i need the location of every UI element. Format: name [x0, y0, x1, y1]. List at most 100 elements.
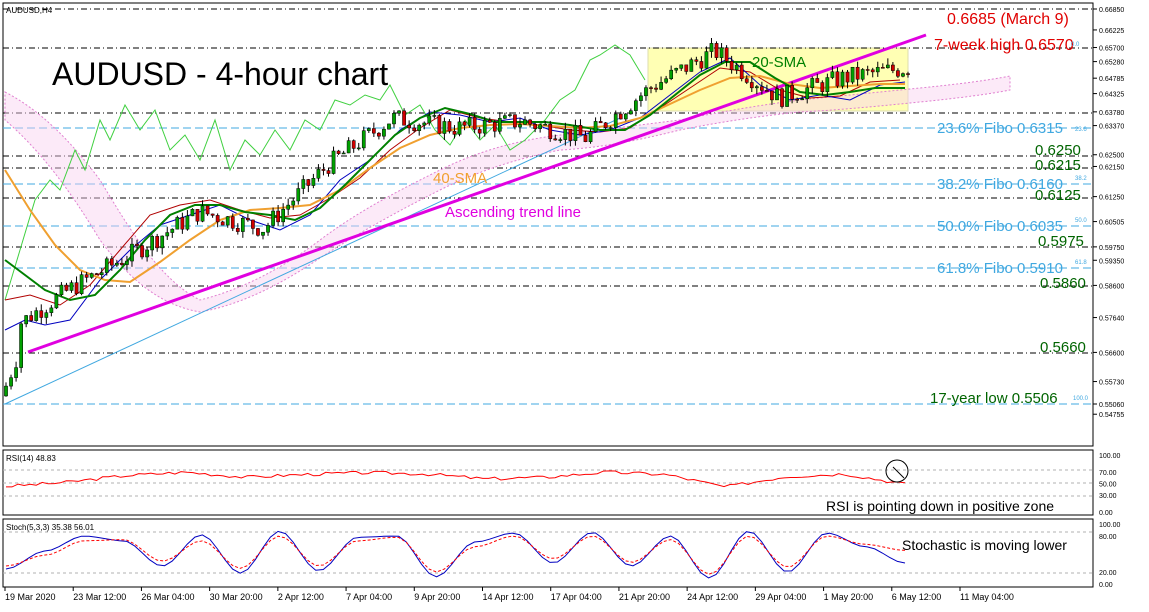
price-tick-label: 0.64325	[1099, 92, 1124, 99]
candle-body	[553, 138, 558, 141]
time-tick-label: 23 Mar 12:00	[73, 592, 126, 602]
price-tick-label: 0.62150	[1099, 164, 1124, 171]
candle-body	[306, 179, 311, 186]
time-axis: 19 Mar 2020 23 Mar 12:00 26 Mar 04:00 30 Ma…	[4, 587, 1014, 602]
candle-body	[492, 122, 497, 132]
candle-body	[860, 69, 865, 80]
candle-body	[412, 127, 417, 131]
price-tick-label: 0.59350	[1099, 258, 1124, 265]
candle-body	[770, 90, 774, 101]
candle-body	[341, 152, 346, 155]
candle-body	[165, 232, 170, 237]
candle-body	[694, 59, 699, 62]
candle-body	[603, 122, 608, 128]
candle-body	[775, 88, 779, 101]
candle-body	[659, 82, 663, 90]
candle-body	[744, 78, 749, 83]
trend-line-label: Ascending trend line	[445, 204, 581, 221]
candle-body	[598, 121, 603, 124]
candle-body	[321, 169, 326, 171]
candle-body	[901, 73, 905, 77]
march-high-label: 0.6685 (March 9)	[947, 11, 1069, 28]
candle-body	[835, 71, 840, 87]
candle-body	[422, 122, 427, 126]
ichimoku-cloud	[4, 75, 1011, 313]
candle-body	[800, 98, 805, 101]
candle-body	[150, 236, 154, 251]
candle-body	[14, 367, 18, 378]
price-axis: 0.66850 0.66225 0.65700 0.65280 0.64785 0.643…	[1093, 7, 1124, 419]
candle-body	[387, 123, 391, 130]
candle-body	[397, 110, 401, 114]
price-tick-label: 0.58600	[1099, 283, 1124, 290]
candle-body	[452, 131, 457, 135]
candle-body	[462, 121, 467, 126]
candle-body	[664, 78, 668, 83]
candle-body	[240, 217, 245, 232]
fib-500-label: 50.0% Fibo 0.6035	[937, 218, 1063, 235]
price-tick-label: 0.56600	[1099, 350, 1124, 357]
price-tick-label: 0.54755	[1099, 412, 1124, 419]
stoch-tick-label: 100.00	[1099, 522, 1121, 529]
fib-tag-0: 0.0	[1071, 42, 1080, 48]
level-6215-label: 0.6215	[1035, 157, 1081, 174]
candle-body	[654, 87, 658, 90]
candle-body	[427, 115, 432, 124]
candle-body	[74, 282, 79, 294]
candle-body	[200, 205, 205, 222]
candle-body	[447, 121, 452, 132]
candle-body	[256, 228, 260, 236]
candle-body	[336, 150, 341, 154]
rsi-title: RSI(14) 48.83	[6, 454, 56, 463]
time-tick-label: 26 Mar 04:00	[141, 592, 194, 602]
price-tick-label: 0.59750	[1099, 245, 1124, 252]
candle-body	[820, 82, 825, 92]
rsi-line	[6, 470, 906, 488]
time-tick-label: 17 Apr 04:00	[551, 592, 602, 602]
candle-body	[120, 262, 124, 265]
candle-body	[19, 323, 23, 368]
candle-body	[760, 86, 764, 91]
candle-body	[64, 284, 69, 291]
candle-body	[346, 140, 351, 154]
stoch-tick-label: 20.00	[1099, 570, 1117, 577]
candle-body	[880, 67, 885, 69]
candle-body	[906, 73, 910, 75]
candle-body	[4, 385, 8, 397]
candle-body	[568, 128, 573, 141]
stoch-note: Stochastic is moving lower	[902, 537, 1067, 553]
candle-body	[271, 210, 275, 226]
candle-body	[326, 170, 331, 174]
candle-body	[94, 273, 99, 275]
candle-body	[9, 377, 13, 387]
price-tick-label: 0.55060	[1099, 402, 1124, 409]
price-tick-label: 0.66850	[1099, 7, 1124, 14]
candle-body	[109, 258, 114, 266]
candle-body	[84, 274, 89, 278]
candle-body	[59, 284, 64, 296]
rsi-tick-label: 70.00	[1099, 470, 1117, 477]
candle-body	[719, 47, 724, 58]
candle-body	[689, 59, 694, 72]
candle-body	[528, 119, 532, 125]
candle-body	[377, 132, 381, 137]
candle-body	[316, 169, 321, 179]
time-tick-label: 11 May 04:00	[960, 592, 1014, 602]
time-tick-label: 2 Apr 12:00	[278, 592, 324, 602]
candle-body	[104, 258, 109, 273]
fib-tag-382: 38.2	[1075, 176, 1087, 182]
price-tick-label: 0.66225	[1099, 28, 1124, 35]
candle-body	[613, 113, 618, 128]
price-tick-label: 0.61250	[1099, 195, 1124, 202]
rsi-tick-label: 100.00	[1099, 453, 1121, 460]
fib-382-label: 38.2% Fibo 0.6160	[937, 176, 1063, 193]
candle-body	[160, 235, 165, 249]
candle-body	[261, 231, 265, 236]
candle-body	[366, 128, 371, 131]
candle-body	[372, 128, 376, 134]
candle-body	[361, 130, 366, 149]
candle-body	[115, 262, 119, 266]
stoch-axis: 100.00 80.00 20.00 0.00	[1099, 522, 1121, 589]
